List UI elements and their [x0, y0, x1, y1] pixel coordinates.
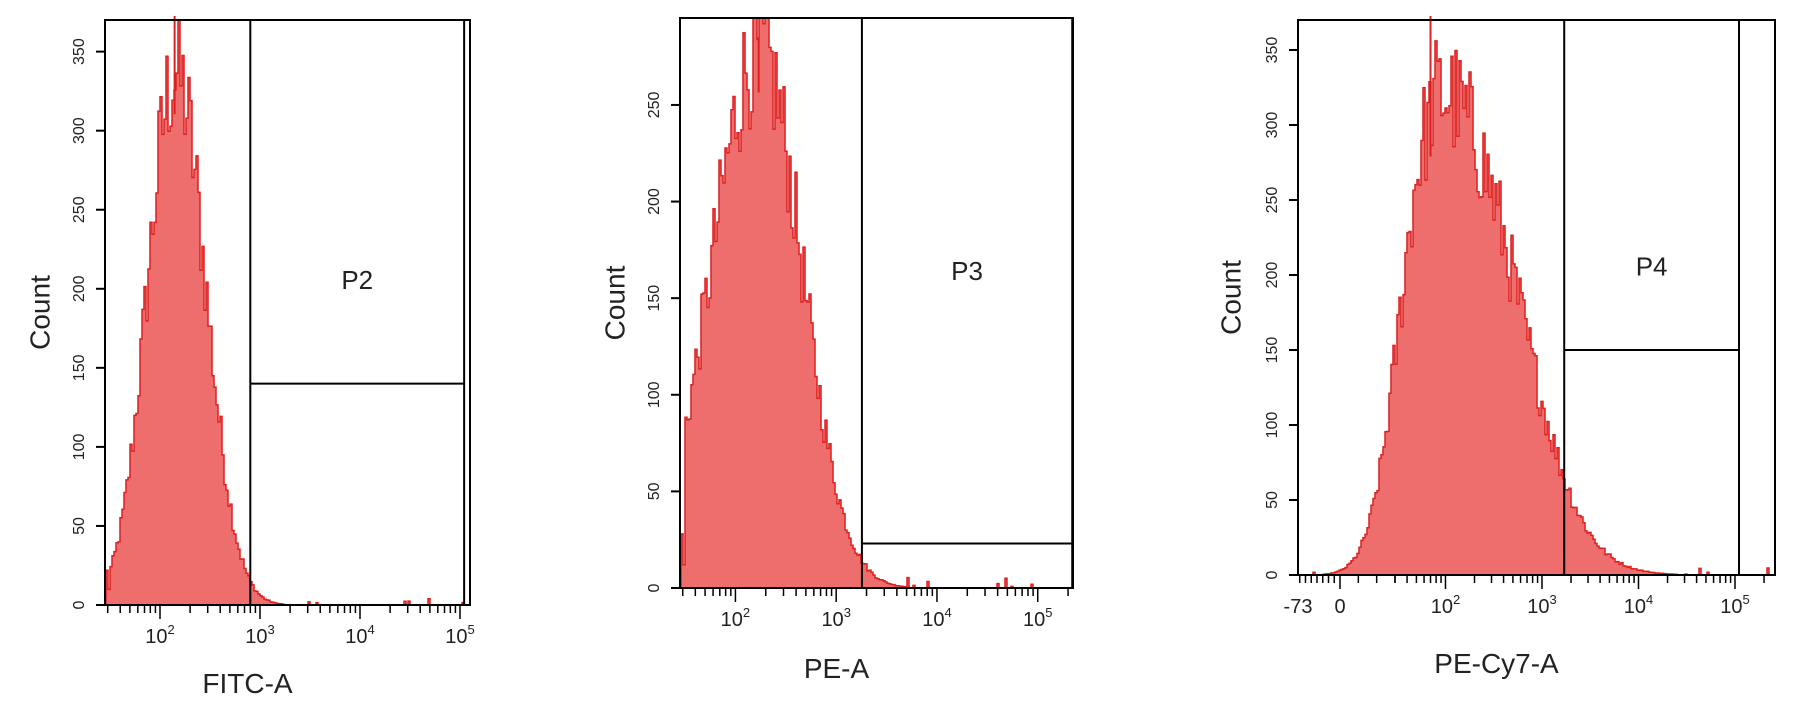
x-tick-label: -73	[1284, 596, 1313, 618]
histogram-area	[105, 19, 470, 606]
x-tick-label: 105	[1023, 605, 1052, 631]
y-tick-label: 350	[1264, 37, 1281, 64]
y-axis-title: Count	[1215, 260, 1246, 335]
x-tick-label: 102	[721, 605, 750, 631]
y-tick-label: 150	[646, 285, 663, 312]
y-tick-label: 350	[71, 38, 88, 65]
y-tick-label: 150	[71, 354, 88, 381]
y-tick-label: 150	[1264, 337, 1281, 364]
histogram-area	[680, 17, 1073, 589]
x-tick-label: 105	[1720, 592, 1749, 618]
y-tick-label: 200	[1264, 262, 1281, 289]
histogram-area	[1299, 40, 1775, 576]
gate-p4: P4	[1563, 20, 1740, 575]
x-tick-label: 102	[1431, 592, 1460, 618]
x-tick-label: 0	[1334, 596, 1345, 618]
histogram-bars	[680, 17, 1073, 589]
y-tick-label: 100	[1264, 412, 1281, 439]
x-tick-label: 104	[1624, 592, 1653, 618]
plot-frame	[1297, 19, 1776, 576]
x-axis-title: PE-A	[804, 653, 870, 684]
y-axis-title: Count	[599, 265, 630, 340]
y-axis-ticks: 0 50 100 150 200 250 300 350	[71, 38, 105, 609]
x-tick-label: 102	[145, 622, 174, 648]
x-tick-label: 104	[922, 605, 951, 631]
x-tick-label: 103	[245, 622, 274, 648]
y-axis-ticks: 0 50 100 150 200 250 300 350	[1264, 37, 1298, 579]
x-tick-label: 103	[1527, 592, 1556, 618]
y-tick-label: 100	[71, 433, 88, 460]
histogram-panel-2: P3 0 50 100 150 200 250 Count 102 103 104 105 PE-A	[599, 17, 1074, 684]
y-tick-label: 0	[1264, 570, 1281, 579]
y-tick-label: 250	[71, 196, 88, 223]
y-tick-label: 250	[646, 92, 663, 119]
x-tick-label: 104	[345, 622, 374, 648]
y-tick-label: 50	[1264, 491, 1281, 509]
gate-label: P4	[1636, 251, 1668, 281]
x-axis-ticks: 102 103 104 105	[106, 605, 475, 648]
y-tick-label: 50	[71, 517, 88, 535]
x-axis-title: FITC-A	[202, 668, 293, 699]
y-tick-label: 200	[71, 275, 88, 302]
x-tick-label: 105	[445, 622, 474, 648]
x-axis-ticks: -73 0 102 103 104 105	[1284, 575, 1765, 618]
x-axis-ticks: 102 103 104 105	[681, 588, 1069, 631]
y-tick-label: 50	[646, 482, 663, 500]
y-tick-label: 250	[1264, 187, 1281, 214]
y-tick-label: 300	[1264, 112, 1281, 139]
x-tick-label: 103	[821, 605, 850, 631]
y-axis-title: Count	[24, 275, 55, 350]
y-tick-label: 100	[646, 381, 663, 408]
y-tick-label: 0	[71, 600, 88, 609]
gate-label: P3	[951, 256, 983, 286]
gate-label: P2	[341, 265, 373, 295]
y-tick-label: 0	[646, 583, 663, 592]
y-axis-ticks: 0 50 100 150 200 250	[646, 92, 680, 592]
histogram-bars	[1299, 16, 1775, 576]
histogram-bars	[105, 16, 470, 606]
gate-p2: P2	[249, 20, 466, 605]
histogram-panel-3: P4 0 50 100 150 200 250 300 350 Count -73 0 102 103 10…	[1215, 16, 1776, 679]
x-axis-title: PE-Cy7-A	[1434, 648, 1559, 679]
plot-frame	[104, 19, 471, 606]
y-tick-label: 300	[71, 117, 88, 144]
gate-p3: P3	[860, 18, 1074, 588]
y-tick-label: 200	[646, 188, 663, 215]
histogram-panel-1: P2 0 50 100 150 200 250 300 350 Count 102 103 104 105…	[24, 16, 475, 699]
